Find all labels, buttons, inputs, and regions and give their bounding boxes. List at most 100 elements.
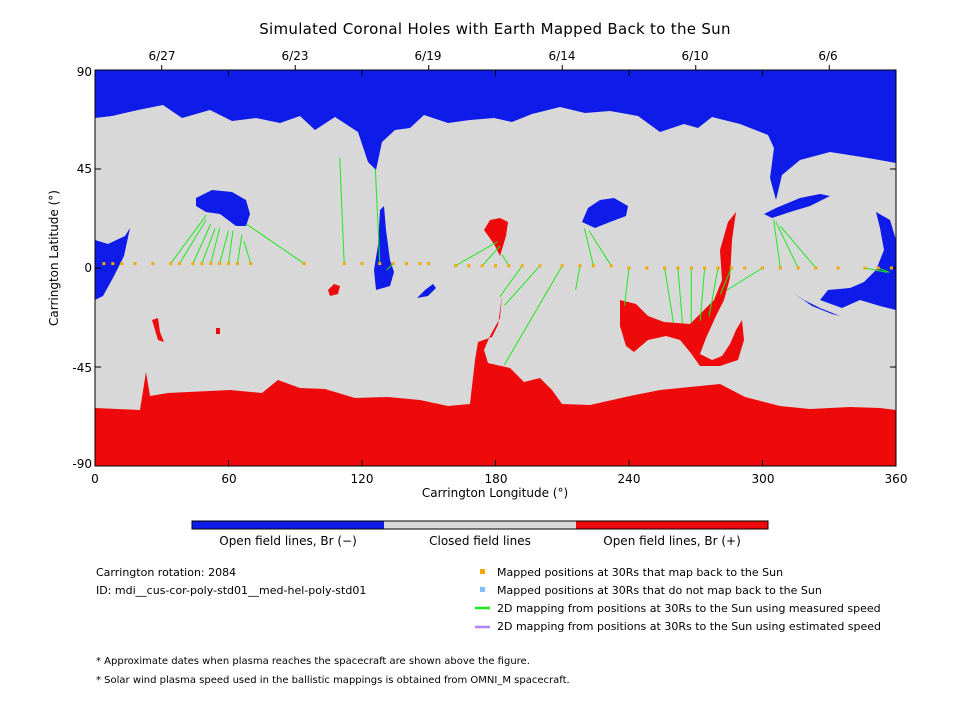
mapping-line [374,168,381,264]
top-date-label: 6/27 [148,49,176,63]
mapped-point [676,266,680,270]
mapped-point [418,262,422,266]
mapped-point [814,266,818,270]
mapped-point [578,264,582,268]
mapping-line [501,254,510,267]
negative-polarity-region [417,284,436,298]
negative-polarity-region [820,212,896,310]
mapping-line [779,225,817,269]
y-tick-label: 90 [76,65,92,79]
mapped-point [342,262,346,266]
y-tick-label: -45 [72,361,92,375]
positive-polarity-region [95,296,896,466]
mapped-point [405,262,408,266]
top-date-label: 6/14 [548,49,576,63]
mapped-point [591,264,595,268]
mapping-line [455,241,498,267]
mapping-line [339,157,345,264]
mapping-line [481,245,501,267]
mapping-line [210,228,221,264]
mapped-point [133,262,137,266]
positive-polarity-region [216,328,220,334]
legend-marker-not-mapped [480,587,485,592]
mapped-point [796,266,800,270]
mapping-line [864,267,888,273]
mapped-points [102,262,894,270]
mapping-line [170,214,207,264]
mapped-point [200,262,204,266]
mapping-line [236,234,243,264]
y-tick-label: -90 [72,457,92,471]
x-tick-label: 300 [751,472,775,486]
negative-polarity-region [374,206,394,290]
mapping-line [219,230,229,264]
x-tick-label: 120 [350,472,374,486]
colorbar-closed [384,521,576,529]
mapped-point [120,262,124,266]
mapped-point [178,262,182,266]
mapping-line [878,267,890,273]
x-tick-label: 180 [484,472,508,486]
mapped-point [209,262,213,266]
mapped-point [467,264,471,268]
mapped-point [627,266,631,270]
mapped-point [302,262,306,266]
mapping-line [192,223,212,264]
mapped-point [538,264,542,268]
mapping-line [503,265,563,366]
colorbar-positive [576,521,768,529]
mapping-line [179,219,207,264]
top-date-label: 6/19 [414,49,442,63]
mapped-point [102,262,106,266]
x-tick-label: 0 [91,472,99,486]
mapped-point [427,262,431,266]
mapped-point [507,264,511,268]
mapping-line [775,221,799,269]
mapped-point [560,264,564,268]
mapped-point [453,264,457,268]
mapped-point [360,262,364,266]
mapped-point [761,266,764,270]
mapping-line [504,265,541,306]
mapping-line [575,265,581,291]
legend-label: Mapped positions at 30Rs that map back t… [497,566,784,579]
mapped-point [743,266,747,270]
negative-polarity-region [95,70,896,200]
mapped-point [729,266,733,270]
x-tick-label: 60 [221,472,237,486]
top-date-label: 6/23 [281,49,309,63]
positive-polarity-region [484,218,508,256]
mapping-line [588,230,612,267]
mapping-line [584,228,594,266]
footnote: * Solar wind plasma speed used in the ba… [96,675,570,686]
positive-polarity-region [620,212,744,366]
x-tick-label: 360 [884,472,908,486]
mapped-point [890,266,894,270]
legend-label: Mapped positions at 30Rs that do not map… [497,584,822,597]
mapped-point [494,264,497,268]
x-tick-label: 240 [617,472,641,486]
mapped-point [778,266,782,270]
legend-label: 2D mapping from positions at 30Rs to the… [497,602,881,615]
colorbar-frame [191,520,769,530]
mapped-point [863,266,867,270]
carrington-rotation: Carrington rotation: 2084 [96,566,237,579]
mapped-point [520,264,524,268]
positive-polarity-region [152,318,164,342]
mapping-lines [170,157,892,366]
mapping-line [719,267,732,295]
top-date-label: 6/6 [818,49,838,63]
top-date-label: 6/10 [681,49,709,63]
mapping-line [201,228,216,264]
x-axis-label: Carrington Longitude (°) [421,486,569,500]
mapped-point [689,266,693,270]
mapping-line [228,230,234,264]
mapping-line [499,265,523,297]
colorbar-label: Open field lines, Br (−) [219,534,357,548]
positive-polarity-region [328,284,340,296]
mapped-point [716,266,720,270]
mapped-point [111,262,115,266]
mapping-line [708,267,719,317]
legend-label: 2D mapping from positions at 30Rs to the… [497,620,882,633]
